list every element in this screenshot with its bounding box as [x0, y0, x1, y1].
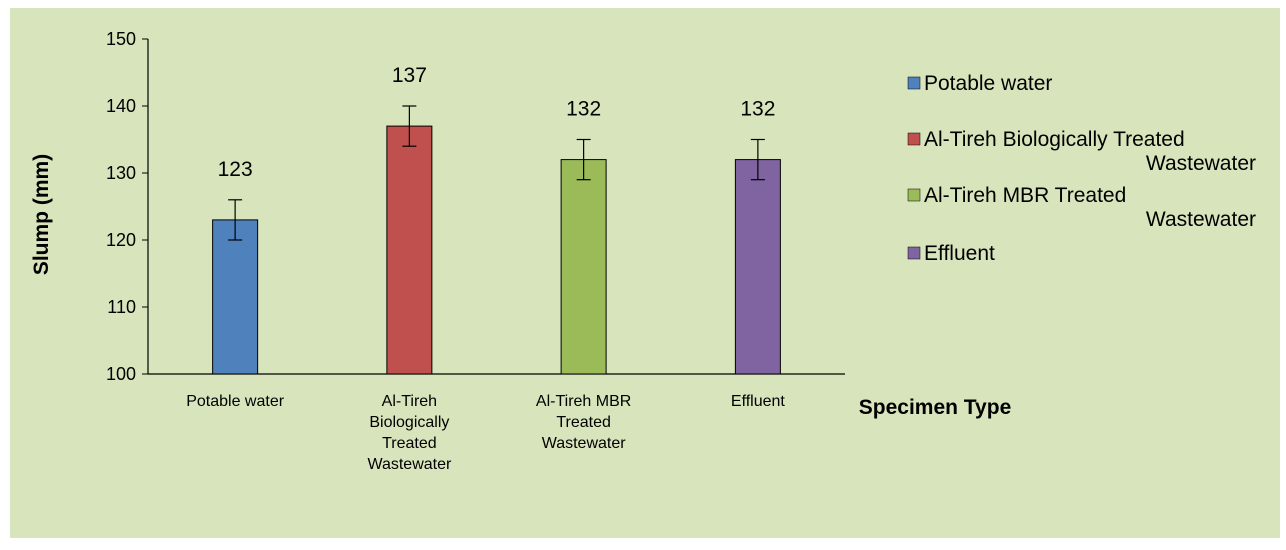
- bar: [386, 125, 433, 375]
- x-tick-label: Treated: [382, 435, 437, 452]
- x-tick-label: Treated: [556, 414, 611, 431]
- legend-label: Al-Tireh Biologically Treated: [924, 128, 1185, 151]
- bar: [734, 159, 781, 375]
- data-label: 137: [392, 64, 427, 87]
- legend-swatch: [907, 132, 921, 146]
- legend-label: Potable water: [924, 72, 1052, 95]
- y-tick-label: 100: [106, 364, 136, 384]
- x-tick-label: Biologically: [369, 414, 449, 431]
- y-tick-label: 110: [107, 297, 136, 317]
- x-tick-label: Al-Tireh MBR: [536, 393, 631, 410]
- x-axis-title: Specimen Type: [859, 396, 1012, 419]
- x-tick-label: Potable water: [186, 393, 285, 410]
- legend-label: Wastewater: [1146, 152, 1256, 175]
- y-tick-label: 120: [106, 230, 136, 250]
- legend-swatch: [907, 188, 921, 202]
- data-label: 132: [740, 98, 775, 121]
- legend-label: Effluent: [924, 242, 995, 265]
- y-tick-label: 140: [106, 96, 136, 116]
- legend-label: Al-Tireh MBR Treated: [924, 184, 1126, 207]
- y-axis-title: Slump (mm): [30, 154, 53, 275]
- data-label: 132: [566, 98, 601, 121]
- bar: [560, 159, 607, 375]
- y-tick-label: 150: [106, 29, 136, 49]
- x-tick-label: Al-Tireh: [382, 393, 437, 410]
- legend-swatch: [907, 246, 921, 260]
- y-tick-label: 130: [106, 163, 136, 183]
- legend-label: Wastewater: [1146, 208, 1256, 231]
- legend-swatch: [907, 76, 921, 90]
- bar: [212, 219, 259, 375]
- x-tick-label: Effluent: [731, 393, 786, 410]
- data-label: 123: [218, 158, 253, 181]
- x-tick-label: Wastewater: [367, 456, 452, 473]
- x-tick-label: Wastewater: [542, 435, 627, 452]
